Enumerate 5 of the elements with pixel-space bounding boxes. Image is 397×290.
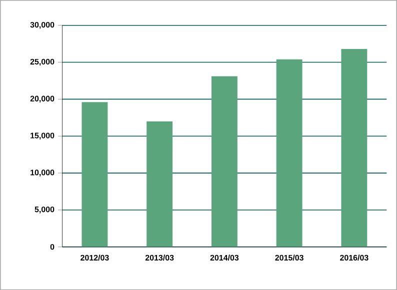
- bar: [341, 48, 368, 247]
- bar: [82, 102, 108, 247]
- bar: [276, 59, 302, 247]
- bar: [211, 76, 238, 247]
- bar: [146, 121, 173, 247]
